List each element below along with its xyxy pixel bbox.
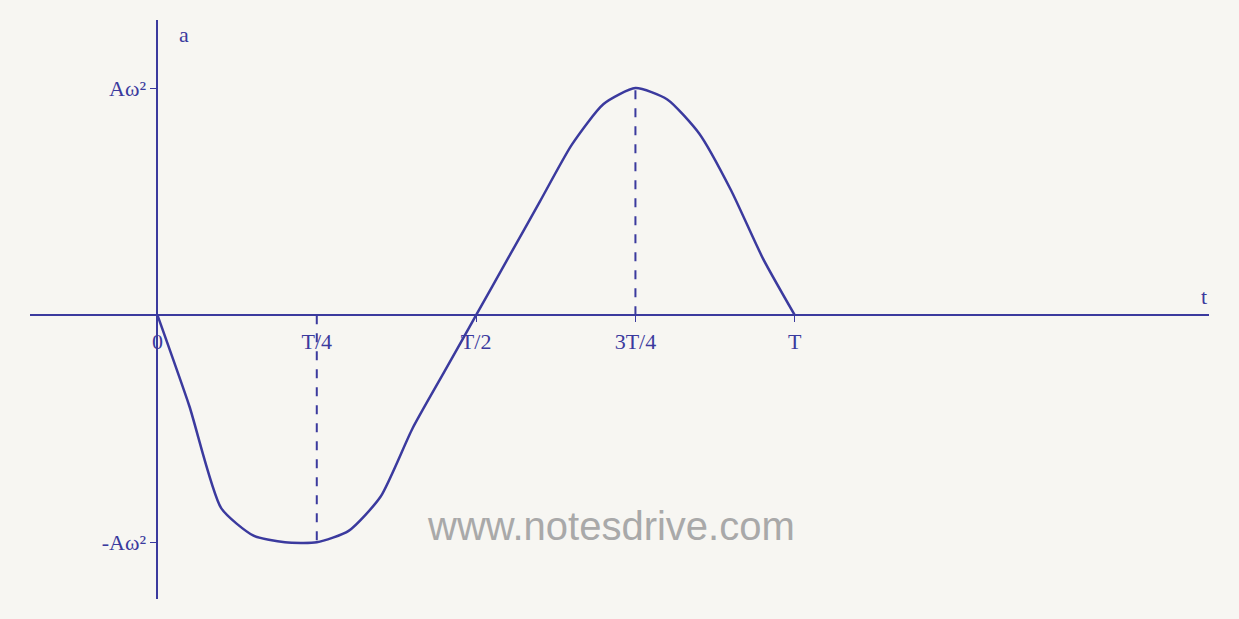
svg-text:3T/4: 3T/4 — [615, 329, 657, 354]
svg-text:T/4: T/4 — [301, 329, 332, 354]
svg-text:www.notesdrive.com: www.notesdrive.com — [427, 504, 795, 548]
svg-text:t: t — [1201, 284, 1207, 309]
svg-text:Aω²: Aω² — [109, 76, 146, 101]
svg-text:T/2: T/2 — [461, 329, 492, 354]
svg-text:a: a — [179, 22, 189, 47]
svg-text:-Aω²: -Aω² — [102, 530, 147, 555]
svg-text:T: T — [788, 329, 802, 354]
svg-text:0: 0 — [152, 329, 163, 354]
